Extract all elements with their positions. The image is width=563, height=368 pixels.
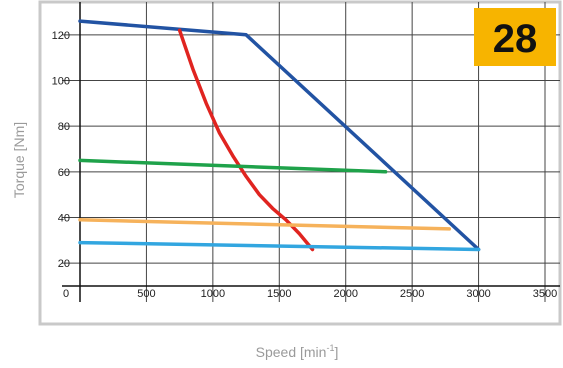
axes — [62, 2, 560, 302]
x-axis-title-close: ] — [334, 344, 338, 360]
y-tick-label-40: 40 — [58, 213, 70, 225]
x-tick-label-2000: 2000 — [333, 288, 357, 300]
series-line-4 — [78, 218, 452, 231]
x-tick-label-1000: 1000 — [201, 288, 225, 300]
x-tick-label-1500: 1500 — [267, 288, 291, 300]
y-axis-title: Torque [Nm] — [11, 122, 27, 198]
badge-background — [474, 8, 556, 66]
x-tick-labels: 0 500 1000 1500 2000 2500 3000 3500 — [63, 288, 557, 300]
y-tick-label-80: 80 — [58, 121, 70, 133]
series-lines — [78, 19, 481, 252]
x-tick-label-500: 500 — [137, 288, 155, 300]
badge-label: 28 — [493, 17, 538, 61]
x-tick-label-0: 0 — [63, 288, 69, 300]
y-tick-label-60: 60 — [58, 167, 70, 179]
y-tick-labels: 20 40 60 80 100 120 — [52, 30, 70, 270]
y-tick-label-100: 100 — [52, 76, 70, 88]
x-axis-title: Speed [min-1] — [256, 343, 339, 360]
x-axis-title-superscript: -1 — [326, 343, 334, 353]
figure-number-badge: 28 — [474, 8, 556, 66]
x-tick-label-3000: 3000 — [466, 288, 490, 300]
y-tick-label-20: 20 — [58, 258, 70, 270]
grid-lines — [62, 2, 560, 302]
x-tick-label-3500: 3500 — [533, 288, 557, 300]
series-line-5 — [78, 240, 481, 252]
series-line-1 — [78, 19, 481, 252]
y-tick-label-120: 120 — [52, 30, 70, 42]
x-tick-label-2500: 2500 — [400, 288, 424, 300]
x-axis-title-main: Speed [min — [256, 344, 327, 360]
series-line-3 — [78, 158, 388, 174]
